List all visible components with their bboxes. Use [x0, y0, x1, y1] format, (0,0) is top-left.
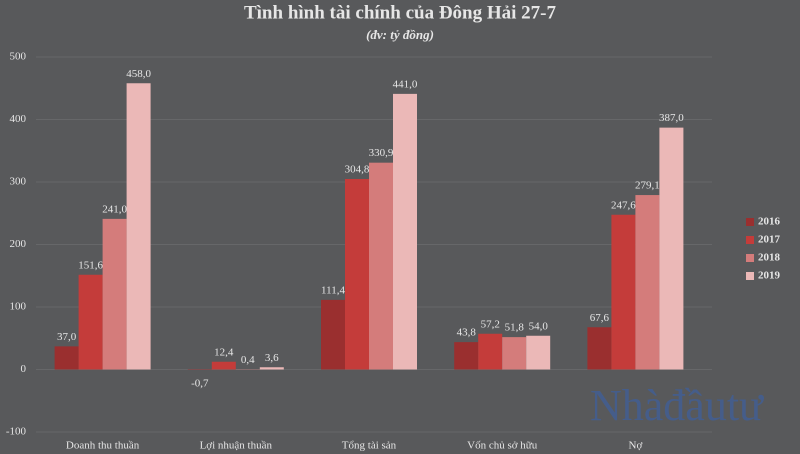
bar: [659, 127, 684, 370]
y-tick-label: -100: [6, 426, 27, 438]
x-tick-label: Tổng tài sản: [342, 440, 397, 452]
value-label: 387,0: [659, 112, 684, 124]
legend-label: 2018: [758, 252, 781, 264]
legend-swatch: [746, 254, 754, 262]
value-label: 3,6: [265, 352, 279, 364]
x-tick-label: Lợi nhuận thuần: [200, 440, 273, 452]
bar: [102, 218, 127, 370]
value-label: 241,0: [102, 203, 127, 215]
bar: [259, 367, 284, 370]
bar: [54, 346, 79, 370]
value-label: 151,6: [78, 259, 103, 271]
bar: [211, 361, 236, 370]
value-label: 51,8: [505, 322, 525, 334]
chart-subtitle: (đv: tỷ đồng): [366, 27, 434, 42]
bar: [369, 162, 393, 370]
y-tick-label: 0: [21, 363, 27, 375]
value-label: 57,2: [481, 318, 500, 330]
legend-swatch: [746, 236, 754, 244]
chart-title: Tình hình tài chính của Đông Hải 27-7: [244, 2, 557, 23]
y-tick-label: 500: [10, 51, 27, 63]
value-label: 111,4: [321, 284, 345, 296]
y-tick-label: 400: [10, 113, 27, 125]
bar: [502, 337, 527, 370]
legend-swatch: [746, 218, 754, 226]
watermark: Nhàđầutư: [590, 381, 765, 430]
value-label: 43,8: [457, 327, 477, 339]
value-label: 279,1: [635, 180, 660, 192]
y-tick-label: 300: [10, 176, 27, 188]
legend-swatch: [746, 272, 754, 280]
x-tick-label: Nợ: [629, 440, 643, 452]
bar: [126, 83, 151, 370]
bar: [345, 179, 369, 370]
bar: [454, 342, 479, 370]
value-label: 330,9: [369, 147, 394, 159]
value-label: 12,4: [214, 346, 234, 358]
bar: [611, 214, 636, 370]
value-label: 37,0: [57, 331, 77, 343]
y-tick-label: 200: [10, 238, 27, 250]
bar: [635, 195, 660, 370]
value-label: 54,0: [529, 320, 549, 332]
value-label: 247,6: [611, 199, 636, 211]
value-label: -0,7: [191, 377, 209, 389]
x-tick-label: Doanh thu thuần: [66, 440, 140, 452]
bar: [526, 335, 551, 370]
y-tick-label: 100: [10, 301, 27, 313]
value-label: 304,8: [345, 164, 370, 176]
value-label: 0,4: [241, 354, 255, 366]
bar: [393, 93, 417, 370]
legend-label: 2016: [758, 216, 781, 228]
value-label: 67,6: [590, 312, 610, 324]
value-label: 441,0: [393, 78, 418, 90]
bar: [587, 327, 612, 370]
legend-label: 2017: [758, 234, 781, 246]
bar: [478, 333, 503, 370]
bar: [78, 274, 103, 370]
value-label: 458,0: [126, 68, 151, 80]
x-tick-label: Vốn chủ sở hữu: [467, 440, 538, 452]
bar: [321, 299, 345, 370]
legend-label: 2019: [758, 270, 781, 282]
